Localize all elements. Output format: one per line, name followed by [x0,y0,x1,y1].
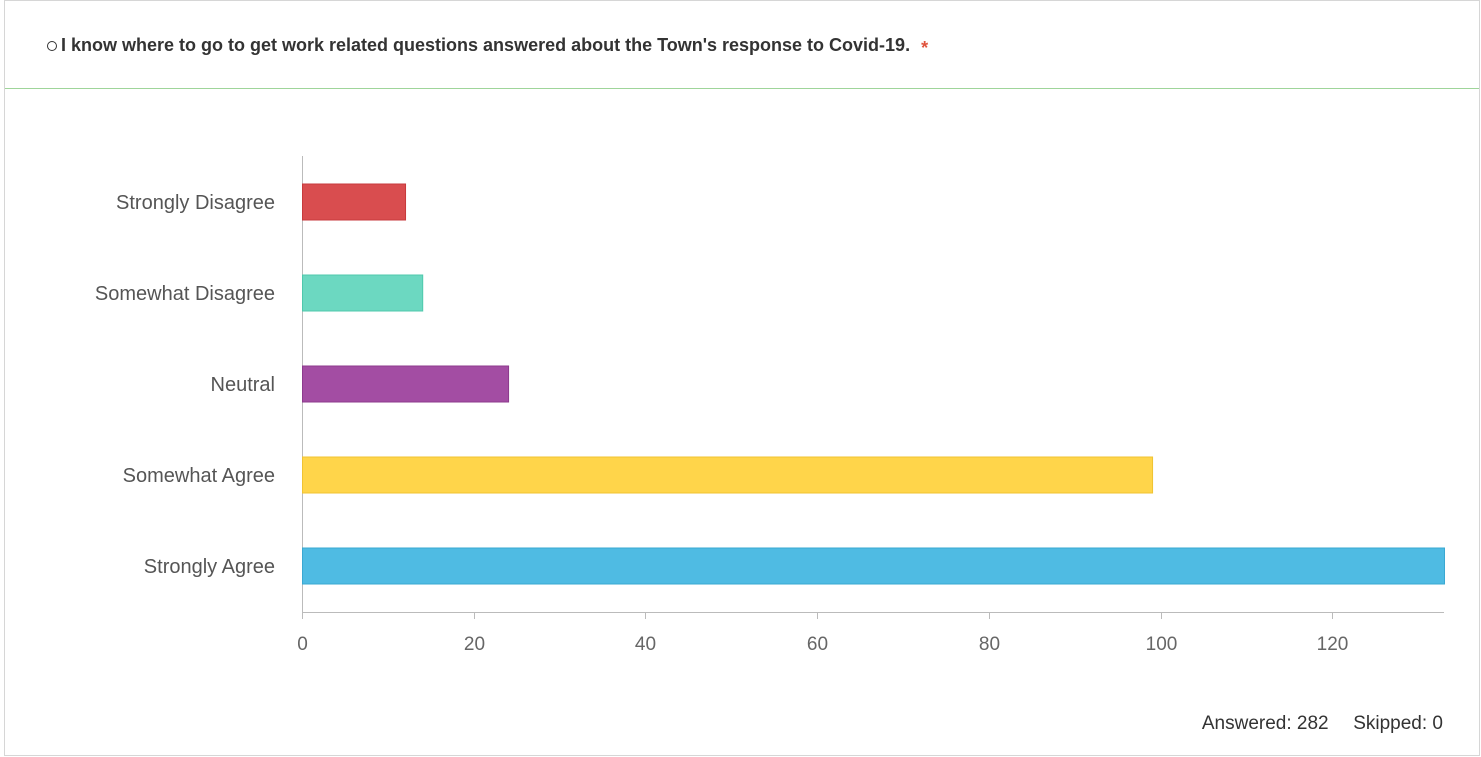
category-label: Somewhat Disagree [95,283,275,305]
x-tick-label: 100 [1146,634,1178,655]
bar-somewhat-agree[interactable] [302,456,1154,494]
answered-label: Answered: [1201,713,1292,734]
bar-strongly-agree[interactable] [302,547,1445,585]
answered-count: 282 [1296,713,1329,734]
x-tick-label: 20 [464,634,485,655]
skipped-count: 0 [1432,713,1443,734]
bar-chart: Strongly Disagree Somewhat Disagree Neutra… [95,156,1445,655]
x-tick-label: 120 [1317,634,1349,655]
response-summary: Answered: 282 Skipped: 0 [1202,713,1443,735]
question-card: I know where to go to get work related q… [4,0,1480,756]
category-label: Somewhat Agree [123,465,275,487]
x-tick-label: 40 [635,634,656,655]
x-tick-label: 80 [979,634,1000,655]
skipped-label: Skipped: [1353,713,1428,734]
bar-strongly-disagree[interactable] [302,183,407,221]
x-tick-label: 60 [807,634,828,655]
radio-circle-icon [47,40,57,51]
question-row: I know where to go to get work related q… [47,35,929,58]
bar-somewhat-disagree[interactable] [302,274,424,312]
category-label: Strongly Disagree [116,192,275,214]
required-asterisk: * [921,38,929,58]
category-label: Neutral [211,374,275,396]
category-label: Strongly Agree [144,556,275,578]
question-header: I know where to go to get work related q… [5,1,1479,89]
bar-neutral[interactable] [302,365,510,403]
x-tick-label: 0 [297,634,308,655]
question-text: I know where to go to get work related q… [61,35,911,55]
